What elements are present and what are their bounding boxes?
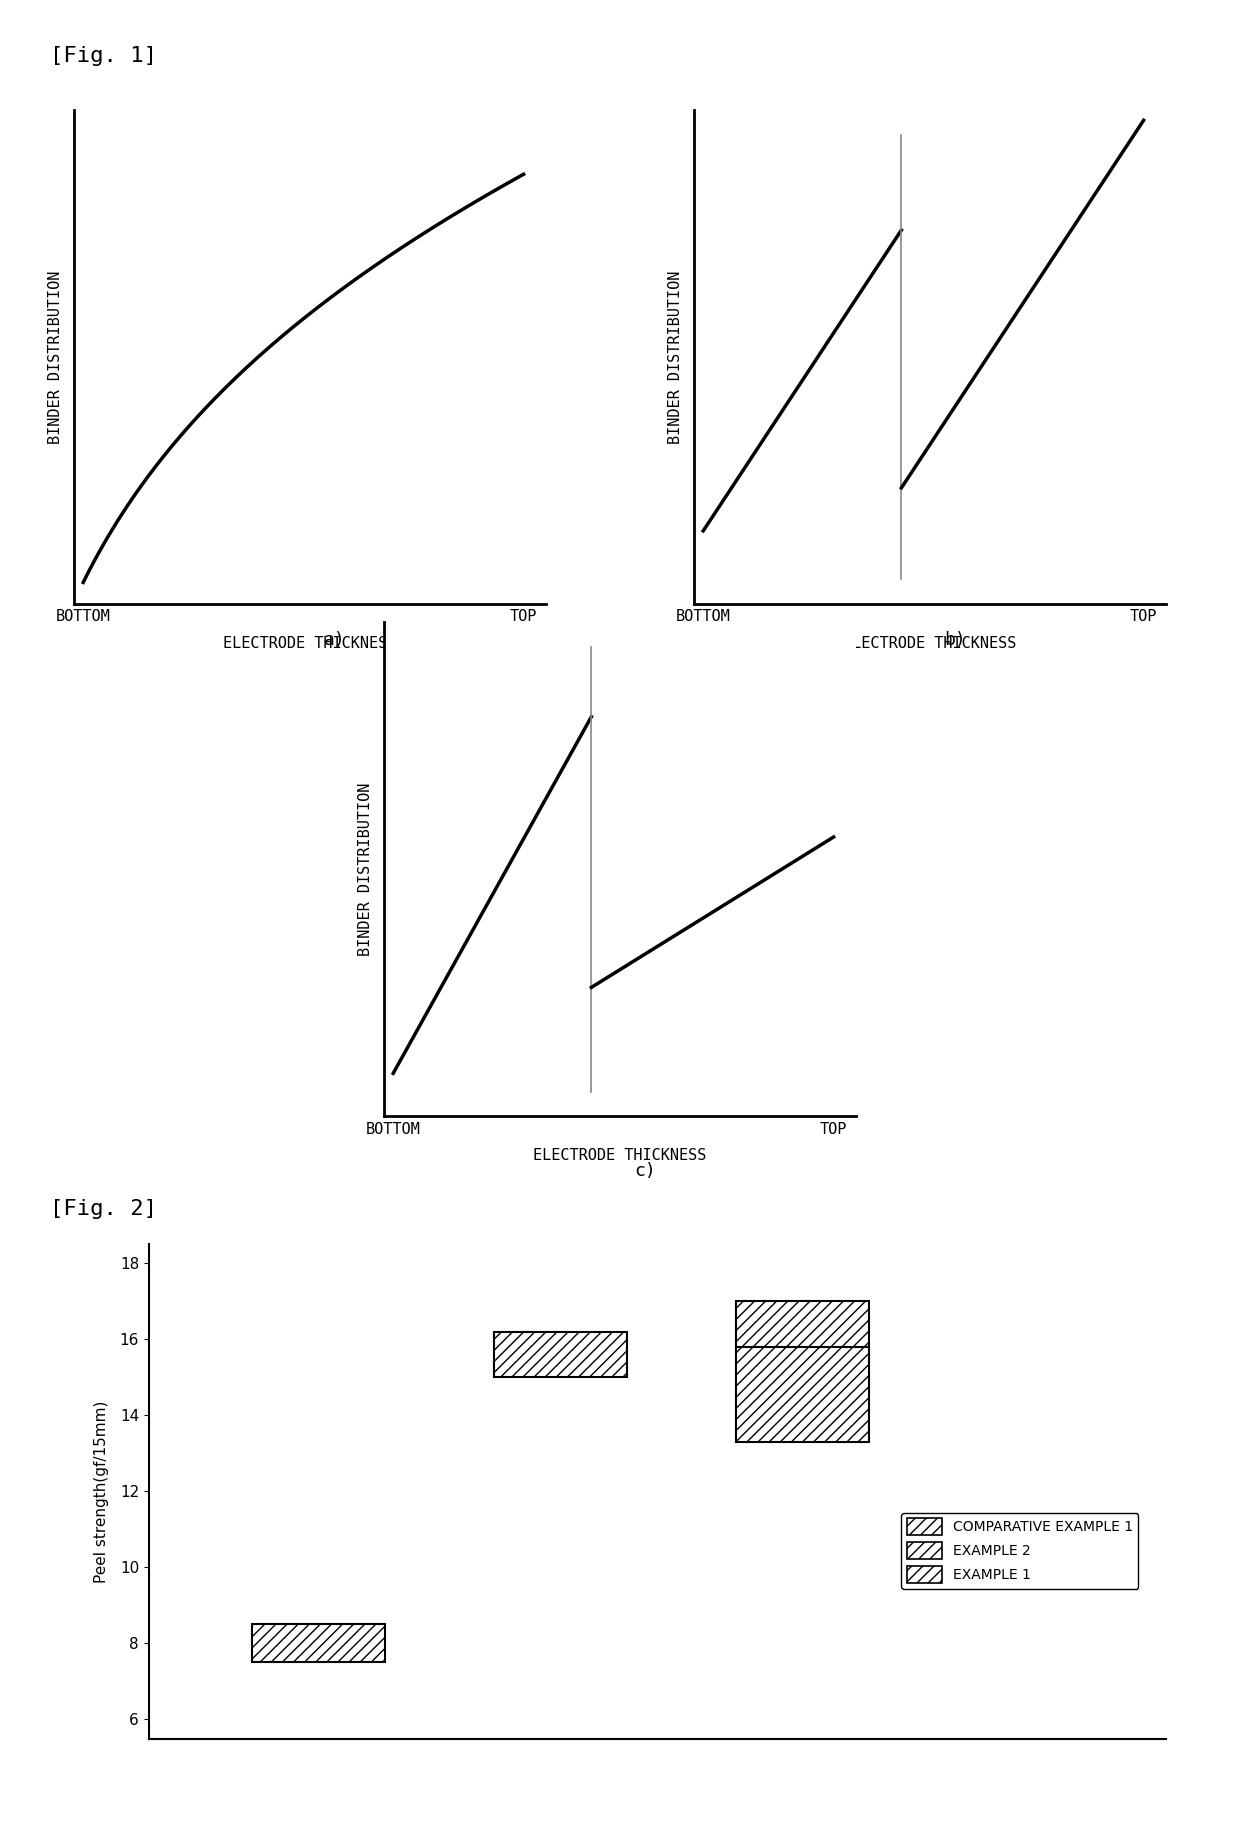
X-axis label: ELECTRODE THICKNESS: ELECTRODE THICKNESS xyxy=(533,1147,707,1164)
Y-axis label: Peel strength(gf/15mm): Peel strength(gf/15mm) xyxy=(93,1400,109,1583)
Legend: COMPARATIVE EXAMPLE 1, EXAMPLE 2, EXAMPLE 1: COMPARATIVE EXAMPLE 1, EXAMPLE 2, EXAMPL… xyxy=(901,1513,1138,1588)
Text: [Fig. 2]: [Fig. 2] xyxy=(50,1199,156,1219)
Bar xyxy=(494,1332,627,1378)
Text: b): b) xyxy=(944,631,966,650)
Y-axis label: BINDER DISTRIBUTION: BINDER DISTRIBUTION xyxy=(48,271,63,443)
X-axis label: ELECTRODE THICKNESS: ELECTRODE THICKNESS xyxy=(223,635,397,651)
Bar xyxy=(252,1625,384,1662)
Y-axis label: BINDER DISTRIBUTION: BINDER DISTRIBUTION xyxy=(358,783,373,955)
Text: a): a) xyxy=(324,631,346,650)
Text: [Fig. 1]: [Fig. 1] xyxy=(50,46,156,66)
Bar xyxy=(735,1301,869,1442)
X-axis label: ELECTRODE THICKNESS: ELECTRODE THICKNESS xyxy=(843,635,1017,651)
Y-axis label: BINDER DISTRIBUTION: BINDER DISTRIBUTION xyxy=(668,271,683,443)
Text: c): c) xyxy=(634,1162,656,1180)
